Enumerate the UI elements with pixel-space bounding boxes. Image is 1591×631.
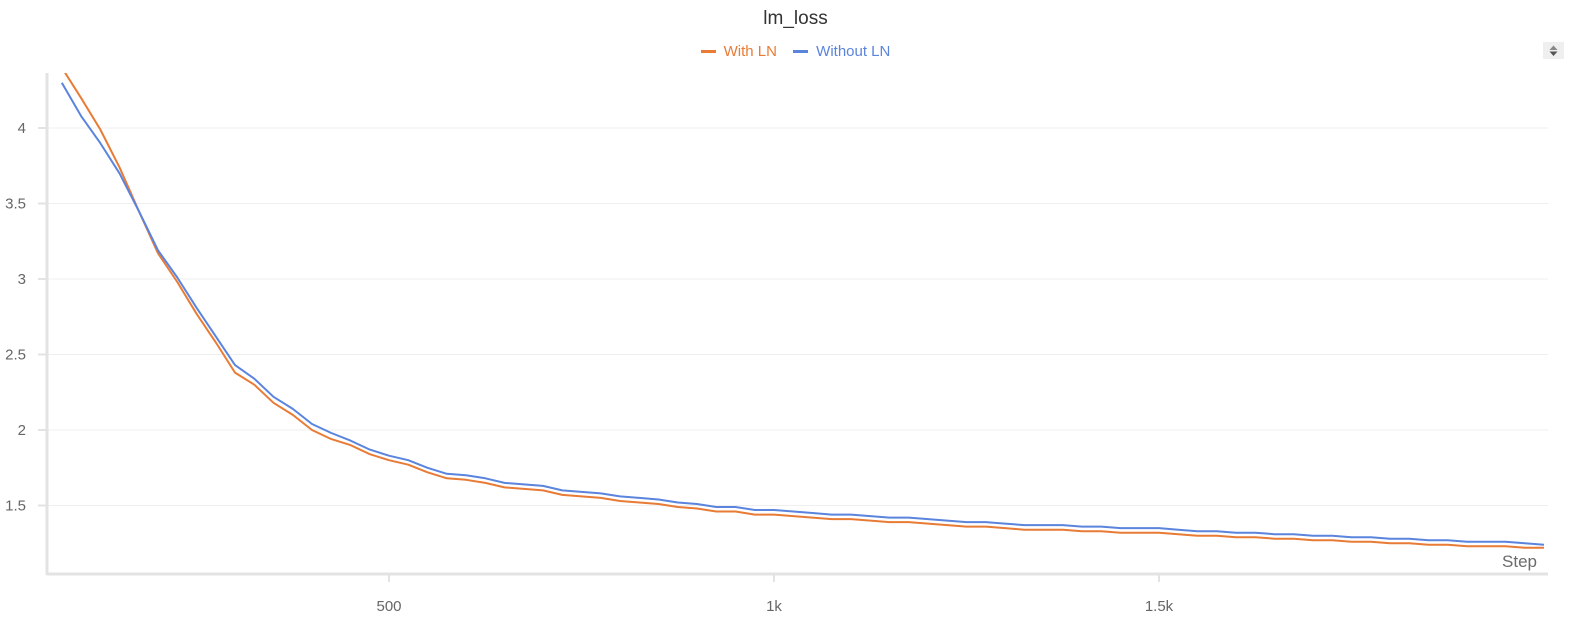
y-tick-label: 1.5: [5, 498, 26, 515]
y-tick-label: 2.5: [5, 347, 26, 364]
x-tick-label: 500: [376, 598, 401, 615]
legend-item-with-ln[interactable]: With LN: [700, 43, 777, 60]
legend-label: With LN: [723, 43, 777, 60]
x-tick-label: 1.5k: [1145, 598, 1174, 615]
y-tick-label: 3.5: [5, 196, 26, 213]
x-axis-label: Step: [1502, 552, 1537, 571]
legend: With LN Without LN: [0, 40, 1591, 60]
series-line-with-ln: [64, 73, 1544, 549]
series-line-without-ln: [60, 82, 1545, 546]
sort-arrows-icon[interactable]: [1543, 42, 1564, 59]
chart-title: lm_loss: [763, 8, 828, 29]
x-tick-label: 1k: [766, 598, 782, 615]
legend-label: Without LN: [816, 43, 891, 60]
y-tick-label: 3: [18, 271, 26, 288]
legend-swatch: [700, 50, 716, 53]
y-tick-label: 2: [18, 422, 26, 439]
legend-item-without-ln[interactable]: Without LN: [793, 43, 890, 60]
y-tick-label: 4: [18, 120, 26, 137]
legend-swatch: [793, 50, 809, 53]
